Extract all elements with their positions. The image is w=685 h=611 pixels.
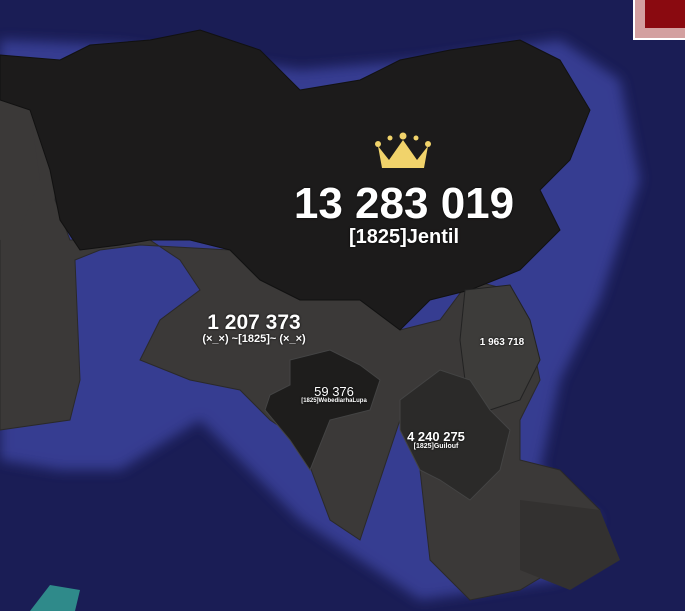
player-label-webediarhalupa: 59 376 [1825]WebediarhaLupa [301,385,367,405]
player-name: [1825]Guilouf [413,443,459,450]
territory-china[interactable] [459,284,541,411]
minimap-viewport[interactable] [645,0,685,28]
territory-webediarhalupa[interactable] [264,349,381,472]
player-label-jentil: 13 283 019 [1825]Jentil [293,179,515,249]
territory-guilouf[interactable] [399,369,511,501]
crown-icon [375,132,431,168]
player-label-china: 1 963 718 [480,338,525,348]
minimap[interactable] [633,0,685,40]
player-name: (×_×) ~[1825]~ (×_×) [202,333,306,345]
player-count: 1 963 718 [479,337,525,348]
player-label-west: 1 207 373 (×_×) ~[1825]~ (×_×) [202,312,305,345]
player-count: 4 240 275 [407,429,465,444]
territory-jentil[interactable] [0,29,591,331]
player-count: 59 376 [314,384,354,399]
land-island [30,585,80,611]
neutral-land-west [0,100,40,240]
player-label-guilouf: 4 240 275 [1825]Guilouf [407,430,465,451]
land-sea [520,500,620,590]
player-count: 13 283 019 [293,179,515,228]
player-name: [1825]Jentil [348,226,460,248]
player-name: [1825]WebediarhaLupa [301,398,367,404]
player-count: 1 207 373 [207,311,301,334]
